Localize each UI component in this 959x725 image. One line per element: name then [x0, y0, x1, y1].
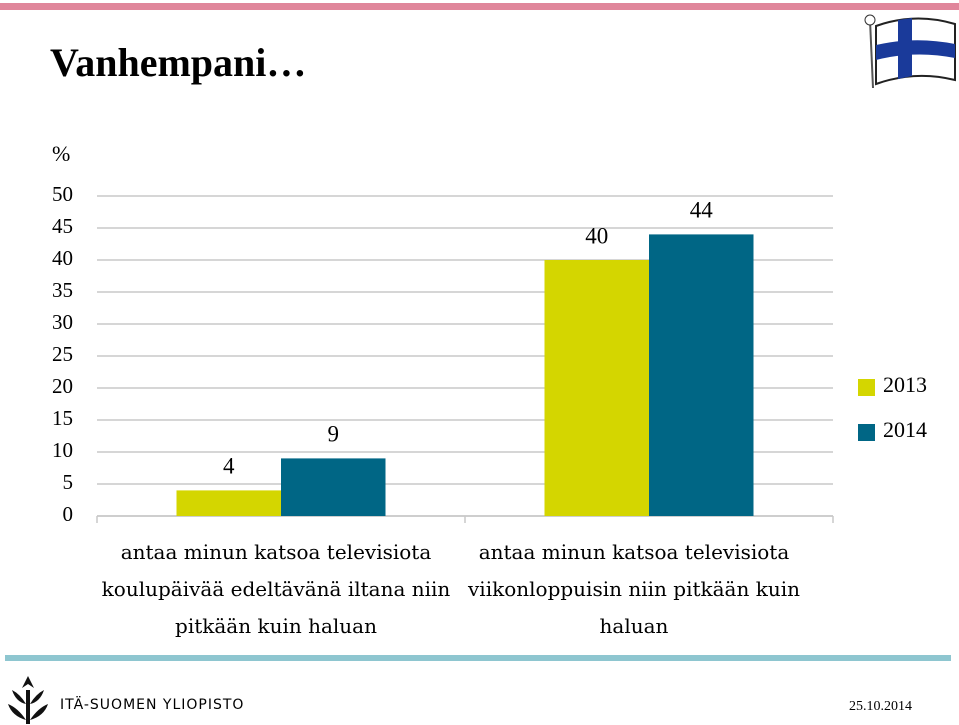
date: 25.10.2014	[849, 699, 912, 714]
y-axis-label: %	[52, 141, 70, 166]
data-label: 9	[328, 422, 340, 447]
bar	[649, 234, 754, 516]
data-label: 44	[690, 198, 714, 223]
bar	[544, 260, 649, 516]
top-band	[0, 3, 959, 10]
flag	[864, 14, 956, 89]
y-tick-label: 10	[52, 438, 73, 462]
x-tick-label: antaa minun katsoa televisiota koulupäiv…	[101, 540, 451, 638]
y-tick-label: 35	[52, 278, 73, 302]
y-tick-label: 40	[52, 246, 73, 270]
y-tick-label: 20	[52, 374, 73, 398]
chart-title: Vanhempani…	[50, 40, 306, 85]
legend-label: 2013	[883, 372, 927, 397]
y-tick-label: 5	[63, 470, 74, 494]
logo	[8, 676, 48, 724]
university-name: ITÄ-SUOMEN YLIOPISTO	[60, 695, 244, 713]
y-tick-label: 25	[52, 342, 73, 366]
footer-band	[5, 655, 951, 661]
y-tick-label: 50	[52, 182, 73, 206]
data-label: 4	[223, 454, 235, 479]
legend-label: 2014	[883, 417, 927, 442]
legend-swatch	[858, 379, 875, 396]
y-tick-label: 15	[52, 406, 73, 430]
legend-swatch	[858, 424, 875, 441]
y-tick-label: 45	[52, 214, 73, 238]
data-label: 40	[585, 223, 608, 248]
bar	[176, 490, 281, 516]
bar	[281, 458, 386, 516]
x-tick-label: antaa minun katsoa televisiota viikonlop…	[468, 540, 800, 638]
y-tick-label: 0	[63, 502, 74, 526]
y-tick-label: 30	[52, 310, 73, 334]
